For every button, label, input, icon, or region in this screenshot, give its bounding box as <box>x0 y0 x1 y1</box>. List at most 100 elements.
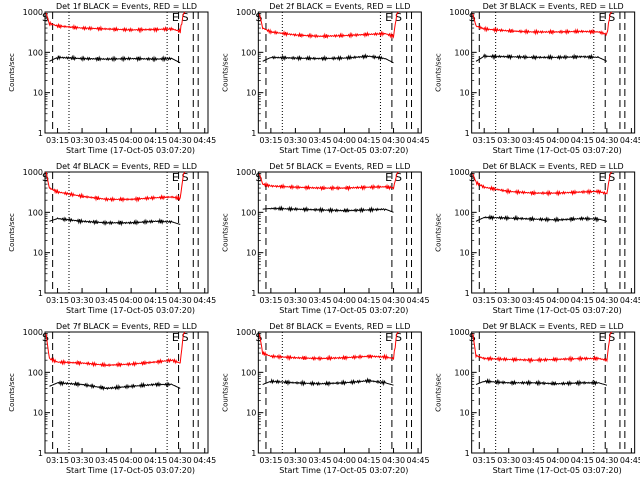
plot-frame <box>257 331 422 454</box>
x-tick-label: 04:45 <box>620 296 640 305</box>
x-tick-label: 04:45 <box>193 296 216 305</box>
y-tick-label: 1 <box>251 129 256 138</box>
x-tick-label: 04:15 <box>357 296 380 305</box>
lld-rate-line <box>258 11 399 40</box>
x-tick-label: 03:15 <box>259 296 282 305</box>
x-tick-label: 04:15 <box>144 136 167 145</box>
x-tick-label: 03:15 <box>473 136 496 145</box>
panel-title: Det 8f BLACK = Events, RED = LLD <box>269 322 410 331</box>
x-tick-label: 04:15 <box>571 456 594 465</box>
event-marker-label: S <box>182 11 189 24</box>
x-axis-label: Start Time (17-Oct-05 03:07:20) <box>279 306 408 315</box>
y-axis-label: Counts/sec <box>221 53 229 92</box>
y-axis-label: Counts/sec <box>435 213 443 252</box>
x-tick-label: 04:00 <box>333 136 356 145</box>
event-rate-line <box>262 53 394 64</box>
event-marker-label: S <box>42 171 49 184</box>
event-rate-line <box>475 53 608 62</box>
plot-frame <box>44 331 209 454</box>
x-tick-label: 04:45 <box>407 136 430 145</box>
panel-title: Det 3f BLACK = Events, RED = LLD <box>483 2 624 11</box>
y-tick-label: 1 <box>465 129 470 138</box>
x-tick-label: 04:00 <box>546 136 569 145</box>
x-tick-label: 03:45 <box>95 456 118 465</box>
x-tick-label: 04:00 <box>546 456 569 465</box>
y-tick-label: 100 <box>28 48 43 57</box>
y-tick-label: 10 <box>33 89 43 98</box>
detector-panel-5: Det 5f BLACK = Events, RED = LLD 1 10 100 10… <box>221 162 429 315</box>
x-tick-label: 03:45 <box>522 456 545 465</box>
y-tick-label: 100 <box>454 368 469 377</box>
event-marker-label: E <box>385 171 392 184</box>
y-tick-label: 100 <box>28 368 43 377</box>
y-tick-label: 10 <box>459 89 469 98</box>
detector-panel-9: Det 9f BLACK = Events, RED = LLD 1 10 100 10… <box>435 322 640 475</box>
y-tick-label: 1 <box>38 449 43 458</box>
x-tick-label: 04:15 <box>571 136 594 145</box>
x-tick-label: 04:30 <box>169 456 192 465</box>
x-tick-label: 03:45 <box>522 296 545 305</box>
x-tick-label: 03:30 <box>71 456 94 465</box>
event-marker-label: S <box>608 331 615 344</box>
x-tick-label: 04:00 <box>333 296 356 305</box>
event-marker-label: S <box>469 171 476 184</box>
x-tick-label: 04:15 <box>571 296 594 305</box>
x-tick-label: 04:30 <box>169 136 192 145</box>
event-marker-label: S <box>42 11 49 24</box>
event-marker-label: E <box>172 171 179 184</box>
x-tick-label: 04:00 <box>333 456 356 465</box>
x-tick-label: 03:30 <box>497 456 520 465</box>
plot-frame <box>471 11 636 134</box>
x-tick-label: 04:15 <box>144 296 167 305</box>
y-tick-label: 10 <box>33 249 43 258</box>
x-axis-label: Start Time (17-Oct-05 03:07:20) <box>493 466 622 475</box>
y-tick-label: 1 <box>38 289 43 298</box>
x-tick-label: 03:15 <box>473 296 496 305</box>
detector-panel-2: Det 2f BLACK = Events, RED = LLD 1 10 100 10… <box>221 2 429 155</box>
x-axis-label: Start Time (17-Oct-05 03:07:20) <box>279 466 408 475</box>
detector-panel-8: Det 8f BLACK = Events, RED = LLD 1 10 100 10… <box>221 322 429 475</box>
x-tick-label: 04:00 <box>546 296 569 305</box>
plot-frame <box>257 171 422 294</box>
lld-rate-line <box>472 331 613 364</box>
event-marker-label: S <box>395 171 402 184</box>
x-tick-label: 04:30 <box>169 296 192 305</box>
y-axis-label: Counts/sec <box>8 53 16 92</box>
x-tick-label: 03:30 <box>497 296 520 305</box>
event-rate-line <box>262 205 394 214</box>
lld-rate-line <box>45 171 186 203</box>
x-tick-label: 03:30 <box>284 136 307 145</box>
event-marker-label: E <box>172 11 179 24</box>
panel-title: Det 5f BLACK = Events, RED = LLD <box>269 162 410 171</box>
event-rate-line <box>49 380 181 392</box>
plot-frame <box>471 331 636 454</box>
y-tick-label: 1000 <box>449 328 469 337</box>
y-tick-label: 1 <box>465 449 470 458</box>
y-tick-label: 10 <box>459 409 469 418</box>
detector-panel-1: Det 1f BLACK = Events, RED = LLD 1 10 100 10… <box>8 2 216 155</box>
event-marker-label: E <box>172 331 179 344</box>
x-tick-label: 03:45 <box>308 296 331 305</box>
x-tick-label: 04:15 <box>357 136 380 145</box>
y-tick-label: 100 <box>454 208 469 217</box>
x-tick-label: 03:45 <box>95 136 118 145</box>
x-axis-label: Start Time (17-Oct-05 03:07:20) <box>493 146 622 155</box>
x-tick-label: 04:45 <box>620 456 640 465</box>
x-tick-label: 03:15 <box>46 296 69 305</box>
y-axis-label: Counts/sec <box>221 373 229 412</box>
x-axis-label: Start Time (17-Oct-05 03:07:20) <box>66 466 195 475</box>
event-marker-label: S <box>182 171 189 184</box>
x-tick-label: 03:30 <box>284 296 307 305</box>
y-tick-label: 1000 <box>23 168 43 177</box>
y-axis-label: Counts/sec <box>221 213 229 252</box>
y-tick-label: 1 <box>251 449 256 458</box>
x-tick-label: 03:45 <box>522 136 545 145</box>
x-axis-label: Start Time (17-Oct-05 03:07:20) <box>279 146 408 155</box>
event-rate-line <box>475 377 608 387</box>
event-marker-label: E <box>598 331 605 344</box>
x-tick-label: 03:30 <box>71 296 94 305</box>
x-tick-label: 04:15 <box>144 456 167 465</box>
y-tick-label: 1000 <box>236 328 256 337</box>
event-marker-label: E <box>598 171 605 184</box>
